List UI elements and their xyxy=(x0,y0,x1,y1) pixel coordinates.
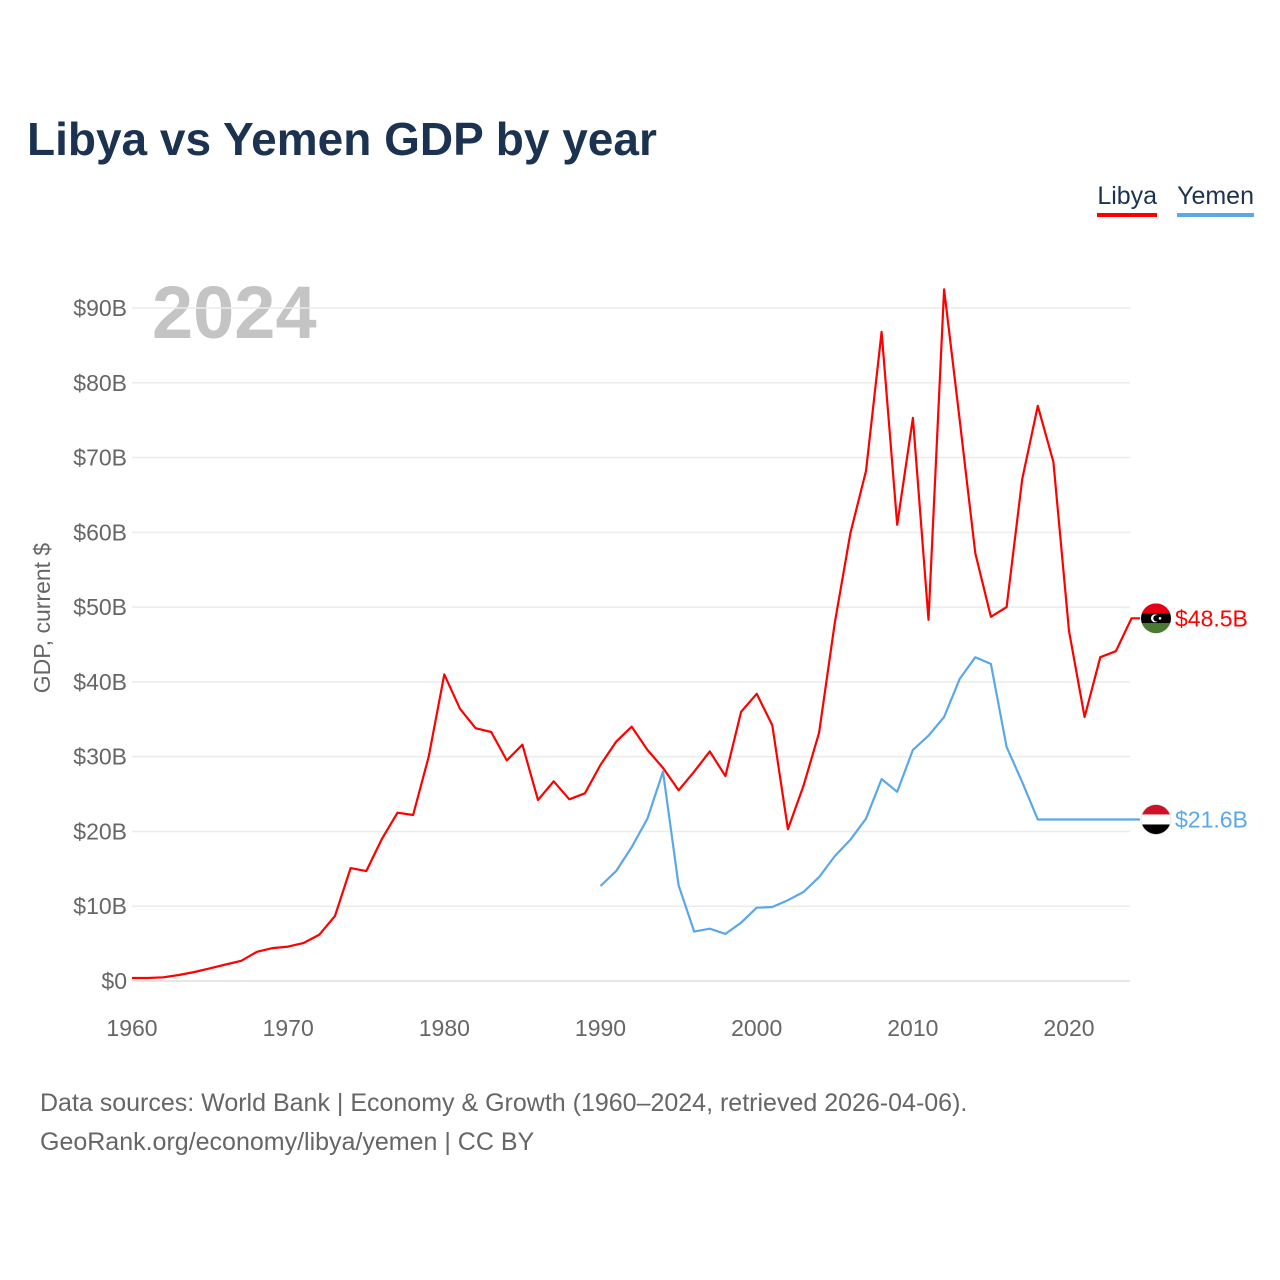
x-tick-label: 1980 xyxy=(419,1015,470,1041)
end-label-libya: $48.5B xyxy=(1175,605,1248,631)
y-tick-label: $20B xyxy=(73,818,127,844)
x-tick-label: 2010 xyxy=(887,1015,938,1041)
y-tick-label: $40B xyxy=(73,669,127,695)
y-tick-label: $60B xyxy=(73,519,127,545)
libya-flag-icon xyxy=(1141,603,1171,634)
legend: Libya Yemen xyxy=(1097,182,1254,217)
footer-link[interactable]: GeoRank.org/economy/libya/yemen | CC BY xyxy=(40,1128,535,1156)
footer-sources: Data sources: World Bank | Economy & Gro… xyxy=(40,1089,968,1117)
x-tick-label: 1970 xyxy=(263,1015,314,1041)
legend-yemen[interactable]: Yemen xyxy=(1177,182,1254,217)
y-tick-label: $30B xyxy=(73,744,127,770)
x-tick-label: 2000 xyxy=(731,1015,782,1041)
year-watermark: 2024 xyxy=(152,271,317,354)
y-tick-label: $0 xyxy=(101,968,127,994)
legend-libya[interactable]: Libya xyxy=(1097,182,1158,217)
y-tick-label: $90B xyxy=(73,295,127,321)
footer: Data sources: World Bank | Economy & Gro… xyxy=(40,1084,967,1162)
x-tick-label: 1990 xyxy=(575,1015,626,1041)
y-tick-label: $80B xyxy=(73,370,127,396)
y-tick-label: $70B xyxy=(73,445,127,471)
yemen-flag-icon xyxy=(1140,804,1172,835)
series-line-yemen xyxy=(599,656,1140,936)
y-tick-label: $10B xyxy=(73,893,127,919)
end-label-yemen: $21.6B xyxy=(1175,806,1248,832)
chart-title: Libya vs Yemen GDP by year xyxy=(27,113,657,165)
x-tick-label: 1960 xyxy=(106,1015,157,1041)
x-tick-label: 2020 xyxy=(1043,1015,1094,1041)
series-line-libya xyxy=(132,288,1140,980)
y-axis-label: GDP, current $ xyxy=(29,543,55,694)
y-tick-label: $50B xyxy=(73,594,127,620)
